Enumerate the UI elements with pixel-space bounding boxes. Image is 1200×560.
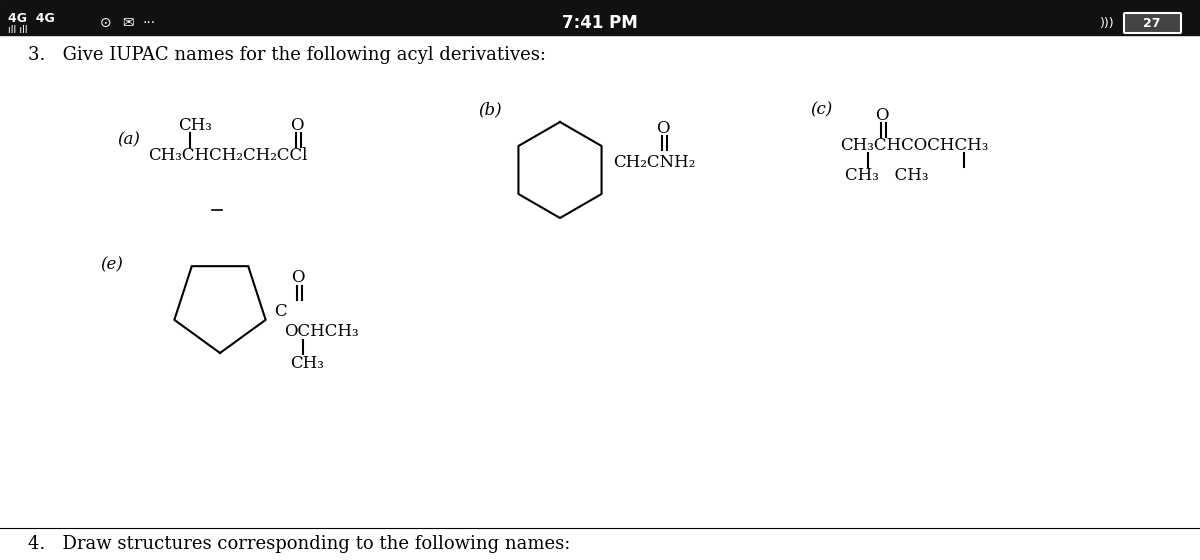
FancyBboxPatch shape (1124, 13, 1181, 33)
Text: CH₃   CH₃: CH₃ CH₃ (845, 166, 929, 184)
Text: (e): (e) (100, 256, 122, 273)
Text: ✉: ✉ (122, 16, 133, 30)
Text: ))): ))) (1100, 16, 1115, 30)
Bar (0, 0, 1200, 35)
Text: ıll ıll: ıll ıll (8, 25, 28, 35)
Text: 7:41 PM: 7:41 PM (562, 14, 638, 32)
Text: CH₃: CH₃ (289, 356, 324, 372)
Text: CH₂CNH₂: CH₂CNH₂ (613, 153, 695, 170)
Text: OCHCH₃: OCHCH₃ (283, 323, 359, 340)
Text: O: O (290, 269, 304, 286)
Text: CH₃CHCH₂CH₂CCl: CH₃CHCH₂CH₂CCl (148, 147, 307, 164)
Text: (b): (b) (478, 101, 502, 119)
Text: 27: 27 (1144, 16, 1160, 30)
Text: (a): (a) (118, 132, 140, 148)
Text: O: O (875, 106, 888, 124)
Text: CH₃: CH₃ (178, 116, 212, 133)
Text: CH₃CHCOCHCH₃: CH₃CHCOCHCH₃ (840, 137, 989, 153)
Text: ···: ··· (143, 16, 156, 30)
Text: 4.   Draw structures corresponding to the following names:: 4. Draw structures corresponding to the … (28, 535, 570, 553)
Text: O: O (656, 119, 670, 137)
Text: ⊙: ⊙ (100, 16, 112, 30)
Text: O: O (290, 116, 304, 133)
Text: 3.   Give IUPAC names for the following acyl derivatives:: 3. Give IUPAC names for the following ac… (28, 46, 546, 64)
Text: (c): (c) (810, 101, 833, 119)
Text: C: C (274, 304, 287, 320)
Text: 4G  4G: 4G 4G (8, 12, 55, 25)
